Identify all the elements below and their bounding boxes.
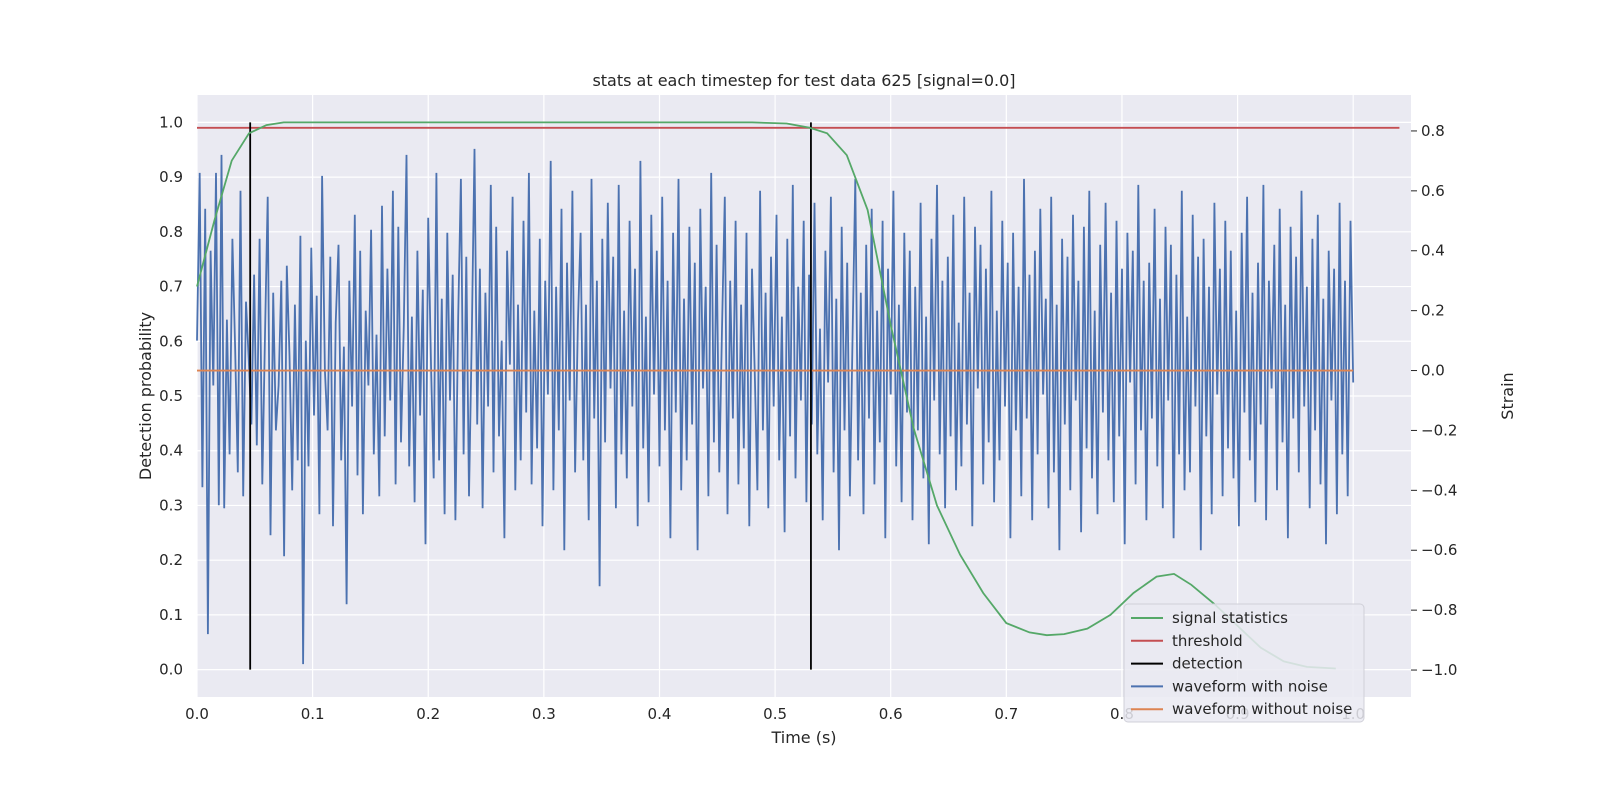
y-tick-label-left: 0.8 bbox=[159, 223, 183, 241]
y-tick-label-right: 0.0 bbox=[1421, 362, 1445, 380]
plot-lines bbox=[196, 121, 1400, 670]
y-tick-label-right: −0.6 bbox=[1421, 541, 1457, 559]
legend-label: signal statistics bbox=[1172, 609, 1288, 627]
series-waveform-with-noise bbox=[196, 148, 1355, 665]
legend-label: waveform without noise bbox=[1172, 700, 1352, 718]
y-tick-label-right: 0.4 bbox=[1421, 242, 1445, 260]
y-axis-left: 0.0 0.1 0.2 0.3 0.4 0.5 0.6 0.7 0.8 0.9 1.0 bbox=[159, 113, 183, 678]
y-axis-label-left: Detection probability bbox=[136, 312, 155, 480]
y-tick-label-right: 0.6 bbox=[1421, 182, 1445, 200]
y-tick-label-left: 0.6 bbox=[159, 332, 183, 350]
y-tick-label-left: 0.3 bbox=[159, 496, 183, 514]
y-tick-label-left: 0.0 bbox=[159, 661, 183, 679]
y-tick-label-left: 0.7 bbox=[159, 278, 183, 296]
x-axis-label: Time (s) bbox=[770, 728, 836, 747]
y-tick-label-right: −0.4 bbox=[1421, 481, 1457, 499]
y-tick-label-left: 0.1 bbox=[159, 606, 183, 624]
legend-label: detection bbox=[1172, 655, 1243, 673]
legend-box bbox=[1123, 603, 1365, 723]
y-tick-label-left: 1.0 bbox=[159, 113, 183, 131]
x-tick-label: 0.5 bbox=[763, 705, 787, 723]
y-tick-label-right: −0.8 bbox=[1421, 601, 1457, 619]
y-tick-label-left: 0.4 bbox=[159, 442, 183, 460]
chart-title: stats at each timestep for test data 625… bbox=[592, 71, 1015, 90]
series-signal-statistics bbox=[196, 121, 1336, 670]
x-tick-label: 0.4 bbox=[648, 705, 672, 723]
x-tick-label: 0.3 bbox=[532, 705, 556, 723]
x-tick-label: 0.7 bbox=[994, 705, 1018, 723]
y-tick-label-right: −1.0 bbox=[1421, 661, 1457, 679]
y-tick-label-right: −0.2 bbox=[1421, 421, 1457, 439]
y-tick-label-left: 0.9 bbox=[159, 168, 183, 186]
legend: signal statistics threshold detection wavef… bbox=[1123, 603, 1365, 723]
x-tick-label: 0.0 bbox=[185, 705, 209, 723]
y-tick-label-left: 0.5 bbox=[159, 387, 183, 405]
x-tick-label: 0.6 bbox=[879, 705, 903, 723]
legend-label: waveform with noise bbox=[1172, 677, 1328, 695]
x-tick-label: 0.1 bbox=[301, 705, 325, 723]
x-tick-label: 0.2 bbox=[416, 705, 440, 723]
y-tick-label-right: 0.2 bbox=[1421, 302, 1445, 320]
y-tick-label-right: 0.8 bbox=[1421, 122, 1445, 140]
y-tick-label-left: 0.2 bbox=[159, 551, 183, 569]
y-axis-right: −1.0 −0.8 −0.6 −0.4 −0.2 0.0 0.2 0.4 0.6 0.8 bbox=[1411, 122, 1457, 679]
legend-label: threshold bbox=[1172, 632, 1243, 650]
y-axis-label-right: Strain bbox=[1498, 372, 1517, 419]
